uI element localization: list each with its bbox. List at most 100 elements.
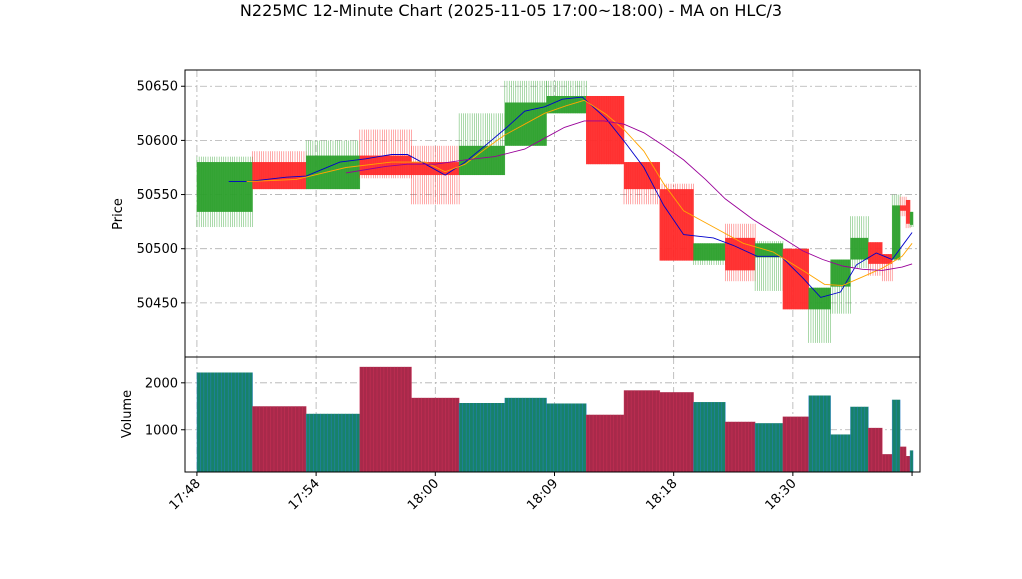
candle-down xyxy=(359,129,412,179)
volume-bar xyxy=(808,395,831,472)
candle-body xyxy=(850,237,869,260)
candle-body xyxy=(910,211,914,225)
candle-up xyxy=(693,243,726,265)
volume-bar xyxy=(693,402,726,472)
candle-body xyxy=(411,162,460,176)
volume-bar-fill xyxy=(782,416,809,472)
ma-line xyxy=(246,99,913,286)
volume-bar xyxy=(585,414,625,472)
volume-bar-fill xyxy=(906,456,911,472)
candle-up xyxy=(196,156,253,228)
volume-bar xyxy=(830,434,851,472)
candle-body xyxy=(882,254,893,264)
candle-body xyxy=(892,205,901,260)
volume-bar xyxy=(252,406,307,472)
volume-tick-label: 1000 xyxy=(145,423,178,438)
x-tick-label: 17:54 xyxy=(286,476,323,513)
volume-bar xyxy=(754,423,784,472)
candle-body xyxy=(830,259,851,287)
price-tick-label: 50600 xyxy=(137,134,178,149)
chart-title: N225MC 12-Minute Chart (2025-11-05 17:00… xyxy=(240,1,782,20)
volume-bar xyxy=(850,406,869,472)
volume-bar xyxy=(659,392,694,472)
candle-down xyxy=(586,95,625,165)
candle-up xyxy=(891,194,901,261)
candle-body xyxy=(868,242,883,264)
volume-bar-fill xyxy=(459,403,505,472)
volume-bar xyxy=(782,416,810,472)
ma-line xyxy=(345,120,913,271)
x-tick-label: 18:00 xyxy=(405,476,442,513)
volume-frame xyxy=(184,356,921,473)
volume-bar xyxy=(458,403,506,472)
candle-down xyxy=(905,199,911,229)
volume-bar xyxy=(868,427,883,472)
candle-body xyxy=(359,155,412,176)
ma-line xyxy=(228,96,913,298)
volume-bar xyxy=(905,456,911,472)
volume-bar-fill xyxy=(359,366,412,472)
candle-up xyxy=(754,241,784,291)
volume-bar xyxy=(881,454,893,472)
volume-bar xyxy=(623,390,661,472)
candle-body xyxy=(196,162,253,212)
volume-bar xyxy=(504,397,547,472)
candle-body xyxy=(586,95,625,165)
volume-bar xyxy=(899,446,907,472)
volume-bar xyxy=(909,450,914,472)
volume-bar-fill xyxy=(306,413,360,472)
x-tick-label: 18:30 xyxy=(763,476,800,513)
candle-down xyxy=(411,145,460,205)
volume-bar xyxy=(725,421,756,472)
volume-bar xyxy=(305,413,361,472)
candle-body xyxy=(252,162,307,190)
volume-bar-fill xyxy=(546,403,587,472)
candle-down xyxy=(899,196,907,217)
volume-bar-fill xyxy=(252,406,307,472)
volume-axis-label: Volume xyxy=(120,390,135,438)
x-tick-label: 18:18 xyxy=(643,476,680,513)
volume-bar xyxy=(359,366,412,472)
candle-body xyxy=(459,145,505,176)
x-tick-label: 18:09 xyxy=(524,476,561,513)
candle-down xyxy=(252,151,307,190)
volume-bar xyxy=(891,399,901,472)
price-axis-label: Price xyxy=(111,198,126,230)
x-axis: 17:48 17:54 18:00 18:09 18:18 18:30 xyxy=(167,472,913,513)
candle-up xyxy=(830,259,851,314)
candle-body xyxy=(693,243,726,261)
volume-bar xyxy=(546,403,587,472)
candle-body xyxy=(808,287,831,310)
volume-panel: 1000 2000 xyxy=(145,356,921,473)
candle-up xyxy=(850,216,869,269)
candle-body xyxy=(906,199,911,224)
volume-bar xyxy=(411,397,460,472)
price-tick-label: 50650 xyxy=(137,80,178,95)
price-tick-label: 50550 xyxy=(137,188,178,203)
candle-up xyxy=(504,80,547,146)
candle-up xyxy=(458,113,506,176)
volume-bar-fill xyxy=(882,454,893,472)
candle-up xyxy=(909,211,914,228)
volume-bar-fill xyxy=(586,414,625,472)
x-tick-label: 17:48 xyxy=(167,476,204,513)
volume-bar-fill xyxy=(850,406,869,472)
candle-body xyxy=(782,248,809,310)
candle-down xyxy=(868,242,883,276)
price-panel: 50450 50500 50550 50600 50650 xyxy=(137,69,921,358)
price-tick-label: 50500 xyxy=(137,242,178,257)
candle-body xyxy=(624,162,660,190)
candle-down xyxy=(659,183,694,261)
candle-body xyxy=(725,237,756,271)
volume-bar xyxy=(196,372,253,472)
volume-bar-fill xyxy=(725,421,756,472)
candle-down xyxy=(782,248,810,310)
volume-tick-label: 2000 xyxy=(145,376,178,391)
volume-bar-fill xyxy=(910,450,914,472)
candle-body xyxy=(900,205,907,211)
volume-bar-fill xyxy=(693,402,726,472)
candle-down xyxy=(623,162,661,205)
price-tick-label: 50450 xyxy=(137,296,178,311)
